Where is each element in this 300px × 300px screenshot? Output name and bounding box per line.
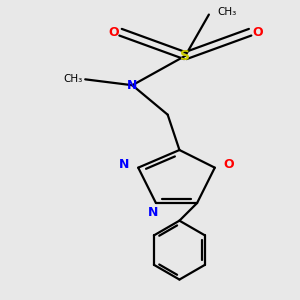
Text: CH₃: CH₃ [218, 7, 237, 16]
Text: O: O [252, 26, 263, 39]
Text: N: N [119, 158, 129, 171]
Text: N: N [148, 206, 158, 219]
Text: CH₃: CH₃ [63, 74, 82, 84]
Text: O: O [108, 26, 119, 39]
Text: N: N [127, 79, 137, 92]
Text: O: O [224, 158, 234, 171]
Text: S: S [180, 49, 190, 63]
